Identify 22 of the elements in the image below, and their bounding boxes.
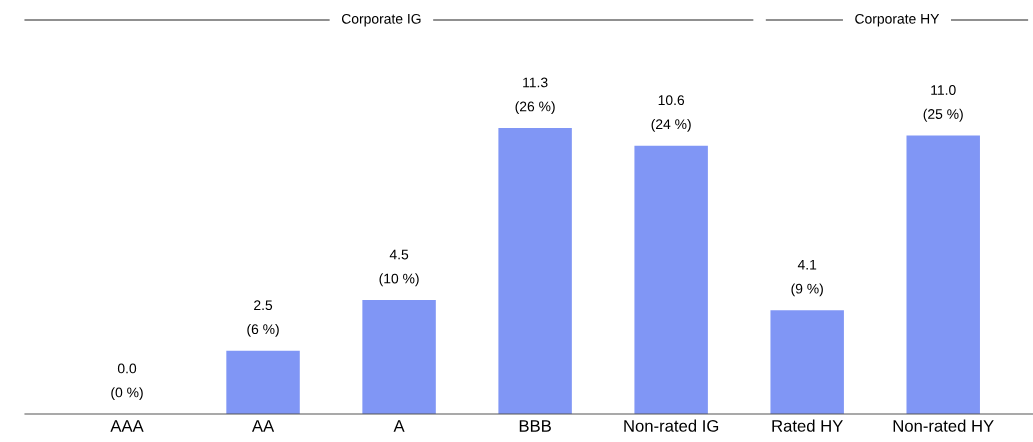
x-tick-label: AA: [251, 420, 275, 432]
x-tick-label: AAA: [110, 420, 144, 432]
x-tick-label: A: [393, 420, 405, 432]
data-label: 10.6 (24 %): [651, 95, 691, 132]
bar: [362, 300, 436, 414]
bar: [906, 135, 980, 414]
x-tick-label: BBB: [519, 420, 551, 432]
data-label: 4.5 (10 %): [379, 249, 419, 287]
x-tick-label: Non-rated IG: [624, 419, 719, 432]
data-label: 11.3 (26 %): [515, 77, 555, 115]
text: Corporate HY: [855, 13, 940, 27]
x-tick-label: Rated HY: [772, 419, 843, 432]
data-label: 0.0 (0 %): [111, 363, 143, 401]
x-tick-label: Non-rated HY: [893, 419, 994, 432]
bar: [770, 310, 844, 414]
bar: [634, 145, 708, 414]
bar: [226, 350, 300, 414]
data-label: 11.0 (25 %): [923, 85, 963, 122]
data-label: 2.5 (6 %): [247, 300, 279, 337]
data-label: 4.1 (9 %): [791, 259, 823, 297]
text: Corporate IG: [341, 13, 421, 27]
bar: [498, 128, 572, 414]
